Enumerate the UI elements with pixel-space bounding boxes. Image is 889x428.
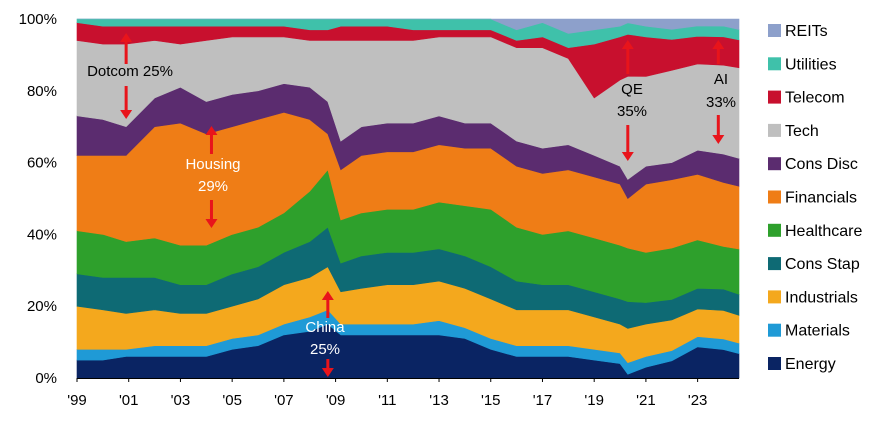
annotation-label-qe: QE (621, 81, 643, 98)
y-tick-label: 40% (27, 226, 57, 243)
annotation-arrow-head (120, 33, 133, 42)
y-tick-label: 20% (27, 298, 57, 315)
y-tick-label: 100% (19, 11, 57, 28)
annotation-arrow-head (205, 126, 218, 135)
legend-label: Tech (785, 123, 819, 140)
legend-swatch (768, 24, 781, 37)
legend-swatch (768, 223, 781, 237)
legend-swatch (768, 323, 781, 337)
x-tick-label: '17 (533, 392, 553, 409)
annotation-arrow-head (205, 219, 218, 228)
x-tick-label: '13 (429, 392, 449, 409)
y-tick-label: 80% (27, 83, 57, 100)
annotation-arrow-head (321, 368, 334, 377)
legend-label: Healthcare (785, 223, 862, 240)
annotation-label-qe: 35% (617, 103, 647, 120)
legend-swatch (768, 190, 781, 204)
y-axis-ticks: 0% 20% 40% 60% 80% 100% (19, 11, 57, 387)
x-tick-label: '07 (274, 392, 294, 409)
annotation-arrow-head (712, 40, 725, 49)
legend-label: Materials (785, 323, 850, 340)
annotations: Dotcom 25% Housing 29% China 25% QE 35% AI 33% (87, 33, 736, 377)
legend-swatch (768, 357, 781, 370)
legend-label: Utilities (785, 56, 837, 73)
x-tick-label: '99 (67, 392, 87, 409)
legend-label: Telecom (785, 90, 845, 107)
annotation-label-china: 25% (310, 341, 340, 358)
annotation-label-ai: AI (714, 71, 728, 88)
annotation-arrow-head (120, 110, 133, 119)
legend-label: Financials (785, 190, 857, 207)
legend-label: Cons Disc (785, 156, 858, 173)
x-tick-label: '15 (481, 392, 501, 409)
x-tick-label: '09 (326, 392, 346, 409)
x-tick-label: '05 (222, 392, 242, 409)
y-tick-label: 60% (27, 155, 57, 172)
x-tick-label: '11 (378, 392, 396, 409)
annotation-arrow-head (321, 291, 334, 300)
x-tick-label: '21 (636, 392, 656, 409)
y-tick-label: 0% (35, 370, 57, 387)
area-reits (77, 18, 740, 34)
annotation-label-housing: Housing (185, 156, 240, 173)
annotation-arrow-head (621, 152, 634, 161)
legend-swatch (768, 123, 781, 137)
legend-label: REITs (785, 23, 828, 40)
legend-swatch (768, 57, 781, 71)
annotation-arrow-head (712, 135, 725, 144)
legend-swatch (768, 157, 781, 171)
x-tick-label: '19 (584, 392, 604, 409)
annotation-label-ai: 33% (706, 94, 736, 111)
legend-label: Industrials (785, 289, 858, 306)
legend: REITs Utilities Telecom Tech Cons Disc Financ… (768, 23, 862, 373)
legend-swatch (768, 257, 781, 271)
legend-swatch (768, 290, 781, 304)
area-layers (76, 18, 740, 379)
x-tick-label: '01 (119, 392, 139, 409)
annotation-arrow-head (621, 40, 634, 49)
x-tick-label: '23 (688, 392, 708, 409)
legend-label: Cons Stap (785, 256, 860, 273)
annotation-label-housing: 29% (198, 178, 228, 195)
x-axis-ticks: '99 '01 '03 '05 '07 '09 '11 '13 '15 '17 '19 '21 '23 (67, 378, 739, 409)
annotation-label-china: China (305, 319, 345, 336)
legend-label: Energy (785, 356, 836, 373)
annotation-label-dotcom: Dotcom 25% (87, 63, 173, 80)
legend-swatch (768, 90, 781, 104)
x-tick-label: '03 (171, 392, 191, 409)
